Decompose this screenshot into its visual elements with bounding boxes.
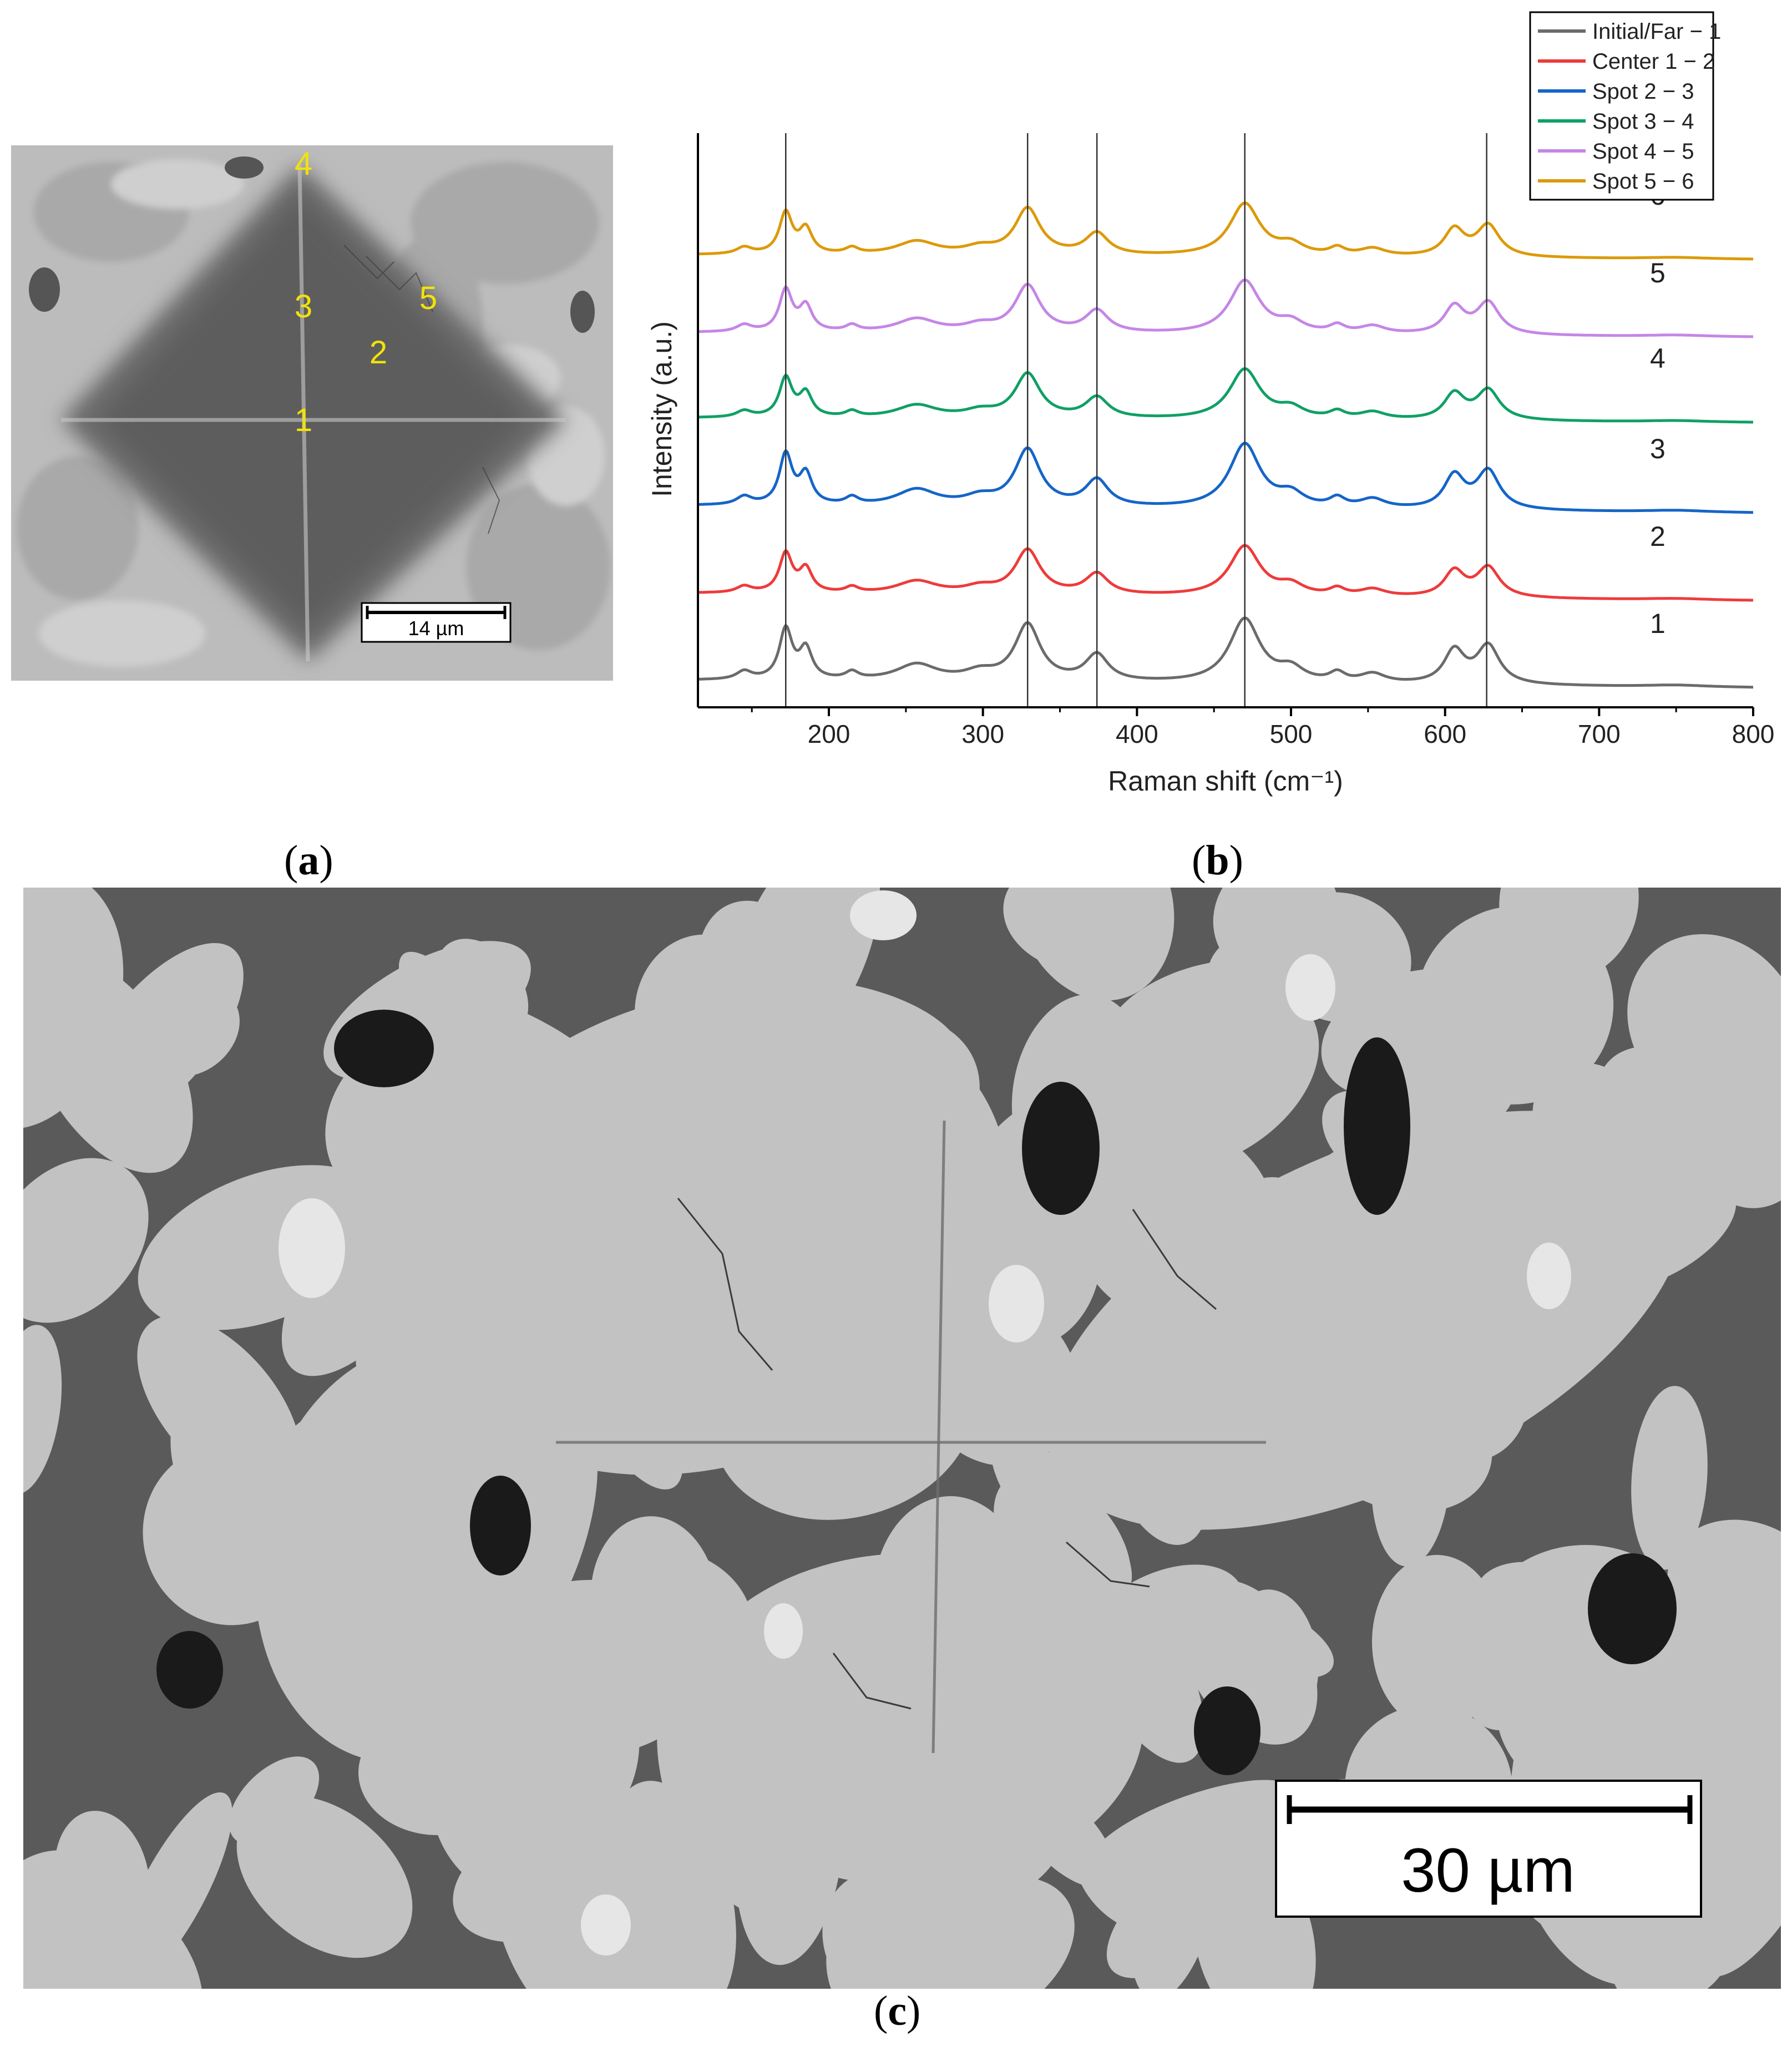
series-line <box>697 278 1753 338</box>
spot-label-1: 1 <box>295 402 312 438</box>
trace-label: 4 <box>1650 343 1666 374</box>
spot-label-3: 3 <box>295 288 312 325</box>
caption-a: (a) <box>284 837 333 884</box>
x-tick-label: 300 <box>961 720 1004 748</box>
optical-micrograph-panel: 4 3 5 2 1 14 µm <box>11 145 613 681</box>
trace-label: 1 <box>1650 608 1666 639</box>
legend-entry: Spot 3 − 4 <box>1592 109 1694 134</box>
series-line <box>697 544 1753 602</box>
legend-entry: Spot 5 − 6 <box>1592 169 1694 194</box>
caption-c: (c) <box>874 1988 921 2034</box>
series-line <box>698 201 1754 261</box>
sem-micrograph: 30 µm <box>0 805 1792 2052</box>
legend: Initial/Far − 1 Center 1 − 2 Spot 2 − 3 Spo… <box>1529 11 1721 201</box>
trace-label: 5 <box>1650 257 1666 288</box>
y-axis-label: Intensity (a.u.) <box>646 321 677 497</box>
scale-bar-a: 14 µm <box>361 602 512 643</box>
scale-bar-c: 30 µm <box>1275 1780 1702 1918</box>
x-tick-label: 500 <box>1270 720 1313 748</box>
series-line <box>697 616 1753 689</box>
series-line <box>697 442 1753 514</box>
trace-label: 2 <box>1650 521 1666 552</box>
x-tick-label: 700 <box>1578 720 1621 748</box>
legend-entry: Spot 4 − 5 <box>1592 139 1694 164</box>
x-tick-label: 600 <box>1424 720 1466 748</box>
x-tick-label: 800 <box>1732 720 1775 748</box>
x-tick-label: 200 <box>808 720 851 748</box>
scale-bar-a-label: 14 µm <box>408 617 464 640</box>
spot-label-5: 5 <box>419 280 437 316</box>
series-line <box>698 367 1753 424</box>
x-axis-label: Raman shift (cm⁻¹) <box>1108 766 1343 797</box>
optical-micrograph: 4 3 5 2 1 14 µm <box>11 145 613 681</box>
caption-b: (b) <box>1192 837 1243 884</box>
scale-bar-c-label: 30 µm <box>1401 1836 1575 1905</box>
legend-entry: Initial/Far − 1 <box>1592 19 1721 44</box>
legend-entry: Spot 2 − 3 <box>1592 79 1694 104</box>
spot-label-4: 4 <box>295 146 312 182</box>
legend-entry: Center 1 − 2 <box>1592 49 1715 74</box>
trace-label: 3 <box>1650 433 1666 464</box>
spot-label-2: 2 <box>369 335 387 371</box>
x-tick-label: 400 <box>1116 720 1158 748</box>
sem-micrograph-panel: 30 µm <box>0 805 1792 2052</box>
